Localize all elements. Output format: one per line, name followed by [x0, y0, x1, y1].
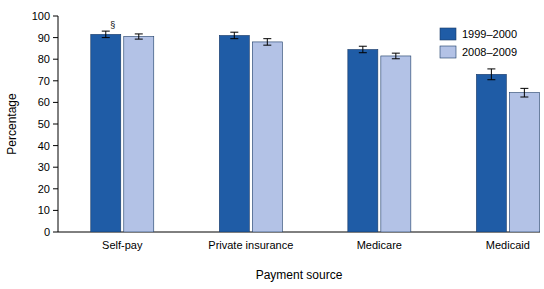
legend-label: 2008–2009	[462, 46, 517, 58]
bar	[509, 93, 539, 232]
bar	[252, 42, 282, 232]
y-tick-label: 90	[38, 32, 50, 44]
y-axis-label: Percentage	[5, 93, 19, 155]
y-tick-label: 0	[44, 226, 50, 238]
x-tick-label: Private insurance	[208, 239, 293, 251]
y-tick	[53, 80, 58, 81]
error-bar	[263, 39, 271, 45]
legend-swatch	[440, 46, 456, 58]
annotation: §	[110, 20, 115, 30]
error-bar	[102, 31, 110, 37]
error-bar	[487, 69, 495, 80]
bar	[219, 35, 249, 232]
y-tick-label: 40	[38, 140, 50, 152]
error-bar	[520, 88, 528, 97]
error-bar	[230, 32, 238, 38]
error-bar	[359, 46, 367, 52]
y-tick	[53, 16, 58, 17]
y-tick	[53, 210, 58, 211]
bars	[91, 31, 540, 232]
bar	[381, 56, 411, 232]
x-axis-label: Payment source	[256, 268, 343, 282]
y-tick-label: 80	[38, 53, 50, 65]
chart: 0 10 20 30 40 50 60 70 80 90 100 Self-pay Private in…	[0, 0, 544, 289]
error-bar	[135, 34, 143, 39]
y-tick-label: 20	[38, 183, 50, 195]
y-tick-label: 10	[38, 204, 50, 216]
y-tick-label: 70	[38, 75, 50, 87]
y-tick-label: 30	[38, 161, 50, 173]
x-tick-label: Medicare	[357, 239, 402, 251]
bar	[348, 49, 378, 232]
y-tick-label: 50	[38, 118, 50, 130]
y-tick-label: 60	[38, 96, 50, 108]
bar	[91, 34, 121, 232]
y-tick	[53, 124, 58, 125]
x-tick-label: Medicaid	[486, 239, 530, 251]
y-tick	[53, 37, 58, 38]
error-bar	[392, 53, 400, 59]
legend-label: 1999–2000	[462, 28, 517, 40]
y-tick	[53, 59, 58, 60]
bar	[124, 37, 154, 232]
y-tick	[53, 188, 58, 189]
y-tick	[53, 232, 58, 233]
legend-swatch	[440, 28, 456, 40]
y-tick-label: 100	[32, 10, 50, 22]
y-tick	[53, 102, 58, 103]
y-tick	[53, 167, 58, 168]
y-tick	[53, 145, 58, 146]
x-tick-label: Self-pay	[102, 239, 143, 251]
bar	[476, 74, 506, 232]
